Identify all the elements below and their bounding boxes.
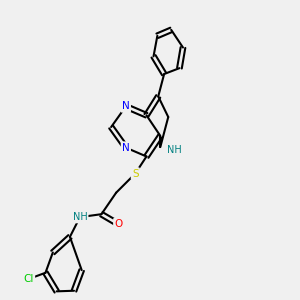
- Text: NH: NH: [167, 145, 182, 155]
- Text: NH: NH: [73, 212, 87, 222]
- Text: O: O: [114, 219, 123, 229]
- Text: N: N: [122, 142, 130, 153]
- Text: S: S: [132, 169, 139, 178]
- Text: Cl: Cl: [23, 274, 34, 284]
- Text: N: N: [122, 101, 130, 111]
